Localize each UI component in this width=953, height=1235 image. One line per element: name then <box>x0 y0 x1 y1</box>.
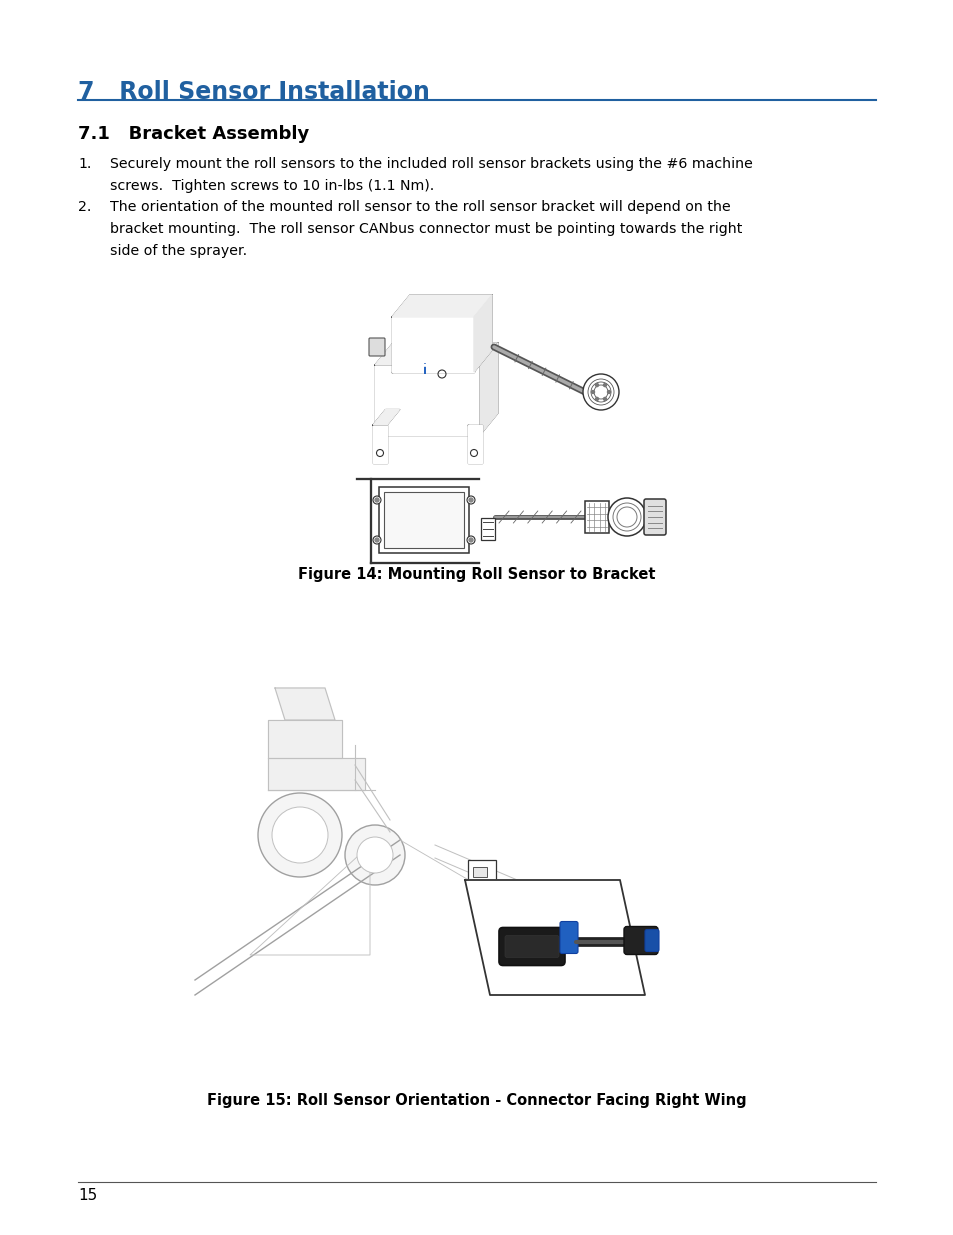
Circle shape <box>595 384 598 387</box>
Circle shape <box>373 496 380 504</box>
Circle shape <box>594 385 607 399</box>
Bar <box>480 517 495 540</box>
Circle shape <box>607 390 610 394</box>
Circle shape <box>469 498 473 501</box>
Circle shape <box>356 837 393 873</box>
Circle shape <box>607 498 645 536</box>
Circle shape <box>375 498 378 501</box>
Polygon shape <box>373 425 387 463</box>
Polygon shape <box>392 295 492 317</box>
Polygon shape <box>268 720 341 758</box>
Text: Securely mount the roll sensors to the included roll sensor brackets using the #: Securely mount the roll sensors to the i… <box>110 157 752 170</box>
FancyBboxPatch shape <box>369 338 385 356</box>
Circle shape <box>590 382 610 403</box>
Text: 7.1   Bracket Assembly: 7.1 Bracket Assembly <box>78 125 309 143</box>
Circle shape <box>257 793 341 877</box>
FancyBboxPatch shape <box>643 499 665 535</box>
Bar <box>384 492 463 548</box>
Polygon shape <box>474 295 492 372</box>
Polygon shape <box>375 343 497 366</box>
Text: Figure 15: Roll Sensor Orientation - Connector Facing Right Wing: Figure 15: Roll Sensor Orientation - Con… <box>207 1093 746 1108</box>
Polygon shape <box>375 366 479 435</box>
Polygon shape <box>392 317 474 372</box>
Polygon shape <box>464 881 644 995</box>
Bar <box>584 501 608 534</box>
Text: side of the sprayer.: side of the sprayer. <box>110 245 247 258</box>
Circle shape <box>591 390 594 394</box>
FancyBboxPatch shape <box>644 930 659 951</box>
Text: 1.: 1. <box>78 157 91 170</box>
Text: 15: 15 <box>78 1188 97 1203</box>
Text: 7   Roll Sensor Installation: 7 Roll Sensor Installation <box>78 80 430 104</box>
Circle shape <box>469 538 473 542</box>
Bar <box>473 867 486 877</box>
Text: bracket mounting.  The roll sensor CANbus connector must be pointing towards the: bracket mounting. The roll sensor CANbus… <box>110 222 741 236</box>
FancyBboxPatch shape <box>498 927 564 966</box>
Text: 2.: 2. <box>78 200 91 214</box>
Circle shape <box>467 496 475 504</box>
Circle shape <box>613 503 640 531</box>
Circle shape <box>617 508 637 527</box>
FancyBboxPatch shape <box>623 926 658 955</box>
Circle shape <box>603 398 606 400</box>
Polygon shape <box>268 758 365 790</box>
Text: screws.  Tighten screws to 10 in-lbs (1.1 Nm).: screws. Tighten screws to 10 in-lbs (1.1… <box>110 179 434 193</box>
Circle shape <box>272 806 328 863</box>
Circle shape <box>595 398 598 400</box>
Circle shape <box>603 384 606 387</box>
Text: Figure 14: Mounting Roll Sensor to Bracket: Figure 14: Mounting Roll Sensor to Brack… <box>298 567 655 582</box>
Polygon shape <box>468 425 481 463</box>
Circle shape <box>375 538 378 542</box>
Polygon shape <box>479 343 497 435</box>
Circle shape <box>582 374 618 410</box>
Polygon shape <box>274 688 335 720</box>
Text: The orientation of the mounted roll sensor to the roll sensor bracket will depen: The orientation of the mounted roll sens… <box>110 200 730 214</box>
Polygon shape <box>373 410 399 425</box>
Circle shape <box>345 825 405 885</box>
Circle shape <box>587 379 614 405</box>
Bar <box>378 487 469 553</box>
FancyBboxPatch shape <box>504 935 558 957</box>
FancyBboxPatch shape <box>559 921 578 953</box>
Circle shape <box>373 536 380 543</box>
Circle shape <box>467 536 475 543</box>
Bar <box>468 860 496 884</box>
